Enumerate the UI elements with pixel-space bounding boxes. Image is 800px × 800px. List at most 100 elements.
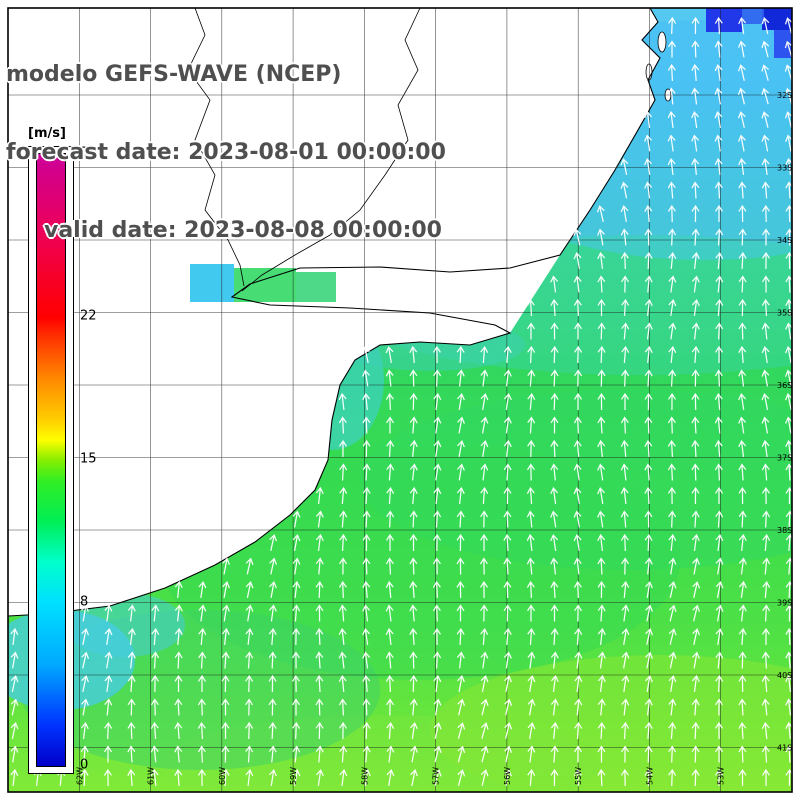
wind-arrow (480, 392, 489, 410)
lon-label: 53W (717, 767, 726, 785)
wind-arrow (714, 87, 723, 105)
wind-arrow (645, 651, 654, 669)
wind-arrow (644, 721, 653, 740)
wind-arrow (526, 557, 535, 575)
wind-arrow (81, 698, 89, 716)
wind-arrow (503, 627, 512, 646)
wind-arrow (409, 533, 418, 551)
wind-arrow (503, 533, 512, 552)
wind-arrow (550, 486, 559, 505)
wind-arrow (174, 651, 183, 669)
wind-arrow (10, 768, 19, 787)
wind-arrow (761, 64, 770, 81)
wind-arrow (691, 510, 700, 528)
wind-arrow (574, 604, 583, 622)
wind-arrow (174, 745, 183, 763)
wind-arrow (315, 486, 324, 505)
wind-arrow (362, 721, 371, 740)
wind-arrow (597, 228, 605, 246)
wind-arrow (197, 768, 206, 787)
sea-color-patch (360, 390, 792, 570)
axis-labels: 62W 61W 60W 59W 58W 57W 56W 55W 54W 53W 32S 33S 34S 3… (75, 91, 792, 785)
wind-arrow (668, 251, 677, 270)
wind-arrow (479, 533, 488, 552)
wind-arrow (738, 16, 747, 35)
wind-arrow (526, 463, 535, 481)
wind-arrow (714, 439, 723, 458)
wind-arrow (269, 580, 277, 598)
wind-arrow (668, 745, 677, 763)
wind-arrow (386, 439, 395, 458)
colorbar-unit-label: [m/s] (28, 126, 66, 141)
colorbar-tick: 8 (80, 594, 89, 610)
estuary-color-cell (234, 268, 296, 302)
wind-arrow (738, 416, 747, 434)
wind-arrow (644, 275, 653, 293)
sea-color-cell (762, 8, 792, 30)
wind-arrow (668, 557, 677, 575)
wind-arrow (480, 463, 489, 481)
wind-arrow (550, 345, 559, 364)
wind-arrow (550, 651, 559, 669)
wind-arrow (761, 651, 770, 669)
wind-arrow (150, 768, 159, 787)
wind-arrow (667, 486, 676, 505)
wind-arrow (668, 674, 677, 692)
wind-arrow (738, 721, 747, 740)
wind-arrow (174, 674, 183, 693)
wind-arrow (644, 157, 653, 175)
wind-arrow (338, 698, 347, 716)
wind-arrow (667, 87, 676, 105)
wind-arrow (221, 604, 230, 622)
wind-arrow (362, 580, 371, 599)
wind-arrow (715, 581, 724, 598)
wind-arrow (292, 533, 301, 551)
wind-arrow (221, 651, 230, 669)
wind-arrow (433, 722, 442, 739)
wind-arrow (151, 651, 160, 669)
wind-arrow (433, 698, 442, 716)
wind-arrow (573, 463, 582, 481)
wind-arrow (315, 557, 324, 575)
wind-arrow (503, 604, 512, 622)
wind-arrow (410, 745, 419, 763)
wind-arrow (784, 111, 793, 128)
wind-arrow (761, 698, 770, 716)
lon-label: 60W (218, 767, 227, 785)
wind-arrow (503, 439, 512, 458)
wind-arrow (597, 439, 606, 458)
wind-arrow (574, 651, 583, 669)
wind-arrow (457, 769, 466, 786)
wind-arrow (597, 275, 606, 293)
wind-arrow (480, 416, 489, 434)
wind-arrow (691, 698, 700, 716)
wind-arrow (761, 393, 770, 410)
wind-arrow (714, 416, 723, 434)
wind-arrow (620, 251, 629, 270)
wind-arrow (385, 651, 394, 669)
wind-arrow (620, 768, 629, 787)
wind-arrow (433, 463, 442, 481)
colorbar-tick: 15 (80, 451, 97, 467)
wind-arrow (597, 345, 606, 364)
wind-arrow (456, 533, 465, 552)
wind-arrow (761, 439, 770, 458)
wind-arrow (691, 322, 700, 340)
wind-arrow (644, 110, 653, 129)
wind-arrow (432, 627, 442, 646)
wind-arrow (597, 251, 606, 270)
wind-arrow (527, 345, 536, 364)
wind-arrow (738, 322, 747, 340)
wind-arrow (385, 627, 394, 646)
wind-arrow (691, 486, 700, 505)
lat-label: 39S (777, 599, 792, 608)
river-uruguay (241, 8, 421, 292)
wind-arrow (668, 604, 677, 622)
wind-arrow (385, 604, 394, 622)
wind-arrow (761, 204, 770, 223)
wind-arrow (315, 510, 324, 528)
wind-arrow (362, 510, 371, 528)
wind-arrow (527, 369, 536, 387)
wind-arrow (738, 674, 747, 693)
wind-arrow (385, 557, 394, 575)
